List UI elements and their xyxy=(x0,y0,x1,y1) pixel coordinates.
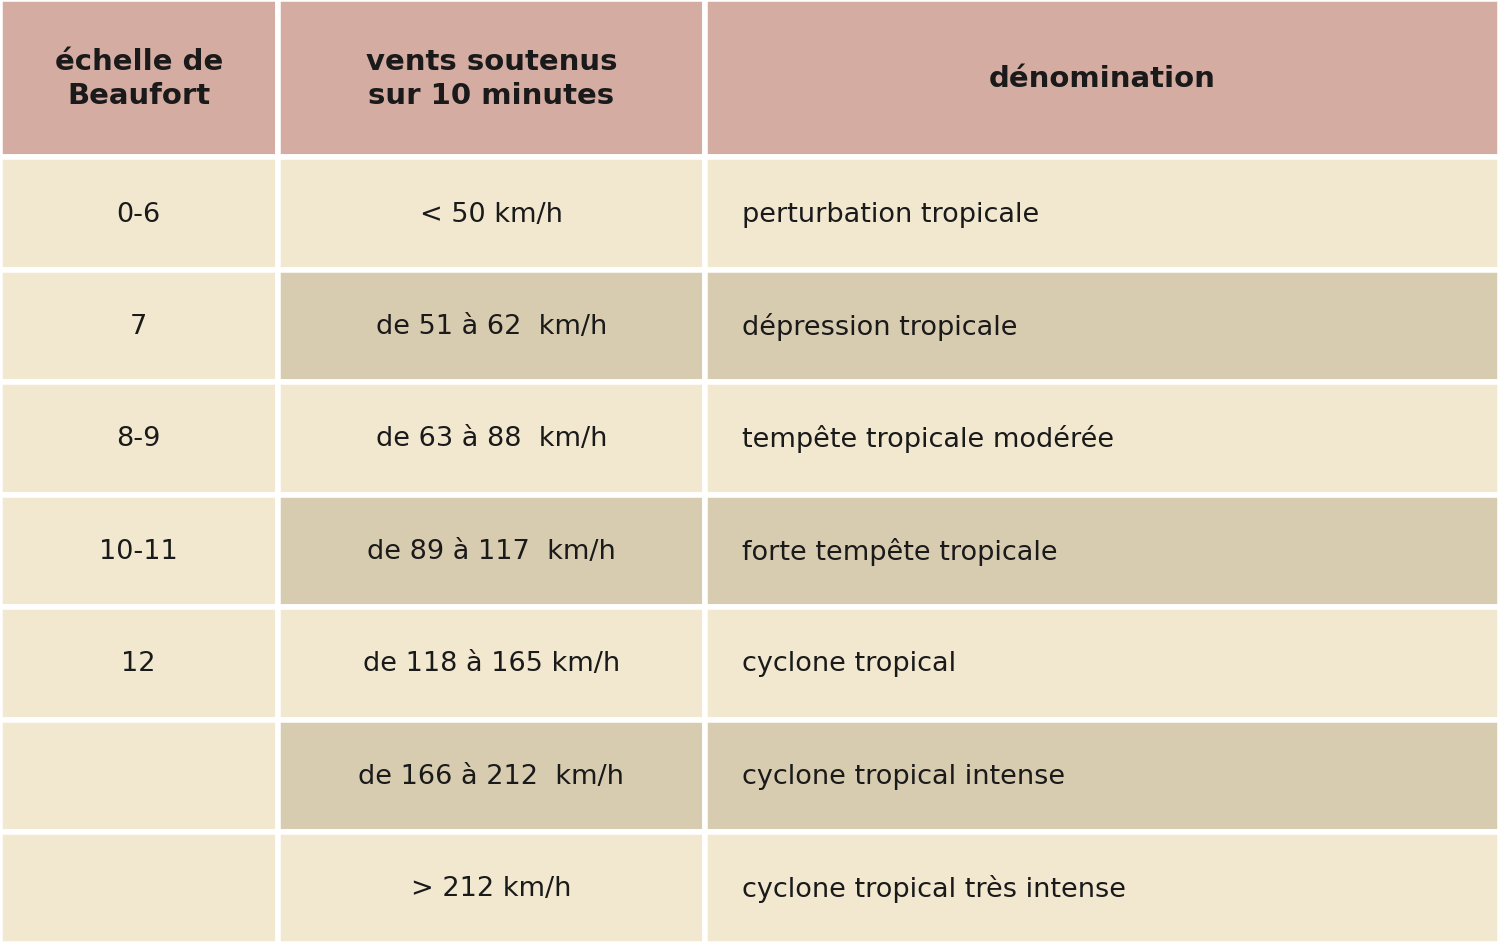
Bar xyxy=(278,496,705,608)
Bar xyxy=(705,0,1500,159)
Text: de 166 à 212  km/h: de 166 à 212 km/h xyxy=(358,763,624,789)
Bar xyxy=(278,608,705,720)
Text: perturbation tropicale: perturbation tropicale xyxy=(742,201,1040,228)
Text: de 51 à 62  km/h: de 51 à 62 km/h xyxy=(375,313,608,340)
Text: < 50 km/h: < 50 km/h xyxy=(420,201,562,228)
Text: 0-6: 0-6 xyxy=(117,201,160,228)
Text: de 118 à 165 km/h: de 118 à 165 km/h xyxy=(363,650,620,677)
Text: dénomination: dénomination xyxy=(988,65,1216,93)
Bar xyxy=(705,496,1500,608)
Bar xyxy=(278,270,705,383)
Bar xyxy=(705,833,1500,944)
Text: 8-9: 8-9 xyxy=(117,426,160,452)
Text: 7: 7 xyxy=(130,313,147,340)
Bar xyxy=(278,833,705,944)
Text: cyclone tropical: cyclone tropical xyxy=(742,650,957,677)
Bar xyxy=(705,720,1500,833)
Bar xyxy=(278,159,705,271)
Bar xyxy=(0,720,278,833)
Text: de 89 à 117  km/h: de 89 à 117 km/h xyxy=(368,538,615,565)
Bar xyxy=(0,608,278,720)
Bar xyxy=(0,496,278,608)
Bar xyxy=(278,720,705,833)
Bar xyxy=(278,383,705,496)
Bar xyxy=(0,833,278,944)
Bar xyxy=(705,270,1500,383)
Bar xyxy=(705,383,1500,496)
Text: cyclone tropical très intense: cyclone tropical très intense xyxy=(742,874,1126,902)
Bar xyxy=(0,270,278,383)
Text: de 63 à 88  km/h: de 63 à 88 km/h xyxy=(375,426,608,452)
Text: échelle de
Beaufort: échelle de Beaufort xyxy=(54,47,223,110)
Text: > 212 km/h: > 212 km/h xyxy=(411,875,572,902)
Text: dépression tropicale: dépression tropicale xyxy=(742,312,1018,341)
Text: 12: 12 xyxy=(122,650,156,677)
Text: tempête tropicale modérée: tempête tropicale modérée xyxy=(742,425,1114,453)
Text: 10-11: 10-11 xyxy=(99,538,178,565)
Bar xyxy=(705,608,1500,720)
Bar xyxy=(278,0,705,159)
Bar xyxy=(0,0,278,159)
Bar xyxy=(0,383,278,496)
Text: forte tempête tropicale: forte tempête tropicale xyxy=(742,537,1058,565)
Bar xyxy=(705,159,1500,271)
Text: cyclone tropical intense: cyclone tropical intense xyxy=(742,763,1065,789)
Text: vents soutenus
sur 10 minutes: vents soutenus sur 10 minutes xyxy=(366,47,616,110)
Bar xyxy=(0,159,278,271)
